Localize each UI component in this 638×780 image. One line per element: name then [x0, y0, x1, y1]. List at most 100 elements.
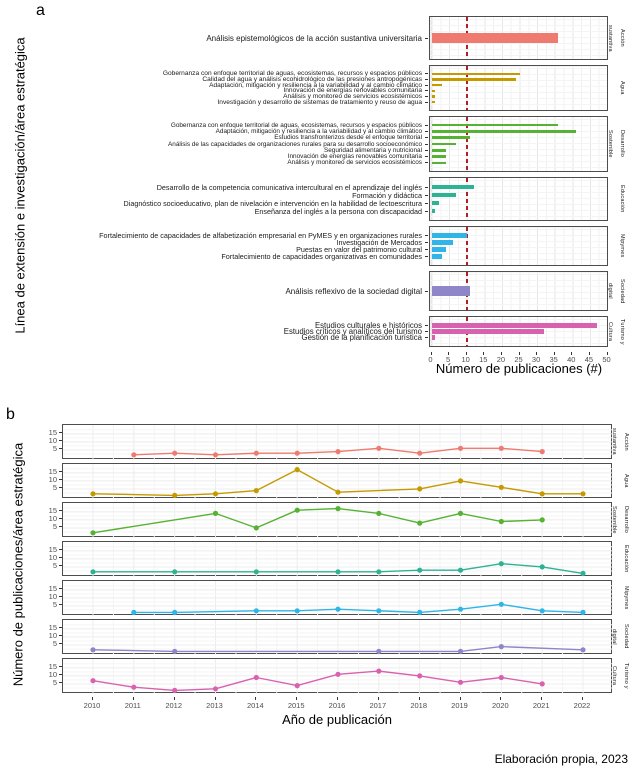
data-point: [539, 564, 545, 570]
axis-tick-label: 2014: [246, 701, 264, 710]
bar-label: Puestas en valor del patrimonio cultural: [296, 245, 422, 254]
plot-panel: [62, 619, 613, 655]
axis-tick: [425, 242, 428, 243]
bar-label: Seguridad alimentaria y nutricional: [323, 146, 422, 154]
bar-label: Diagnóstico socioeducativo, plan de nive…: [123, 198, 422, 208]
data-point: [498, 484, 504, 490]
axis-tick: [377, 697, 379, 700]
data-point: [294, 507, 300, 513]
bar-facet: Análisis reflexivo de la sociedad digita…: [60, 271, 628, 311]
axis-tick-label: 50: [602, 355, 611, 364]
facet-strip-label: Desarrollo Sostenible: [611, 505, 629, 534]
data-point: [498, 674, 504, 681]
axis-tick-label: 2015: [287, 701, 305, 710]
bar-label: Calidad del agua y análisis ecohidrológi…: [202, 76, 422, 83]
axis-tick-label: 2010: [83, 701, 101, 710]
data-point: [580, 647, 586, 653]
axis-tick-label: 15: [48, 544, 57, 554]
line-facet: 5 10 15 Mipymes: [49, 580, 629, 616]
facet-strip-label: Agua: [619, 81, 625, 95]
bar: [431, 72, 520, 76]
panel-a-facets: Análisis epistemológicos de la acción su…: [60, 16, 628, 366]
bar: [431, 161, 446, 165]
data-point: [90, 647, 96, 653]
axis-tick-label: 5: [52, 482, 57, 492]
bar-label: Innovación de energías renovables comuni…: [287, 153, 422, 161]
data-point: [253, 488, 259, 494]
axis-tick-label: 35: [549, 355, 558, 364]
line-facet: 5 10 15 Educación: [49, 541, 629, 577]
data-point: [253, 608, 259, 614]
data-point: [172, 648, 178, 654]
panel-b-x-axis: 2010 2011 2012 2013 2014 2015 2016 2017 2018 2019…: [62, 697, 628, 713]
axis-tick: [59, 487, 62, 489]
line-chart: [63, 464, 613, 499]
axis-tick: [418, 697, 420, 700]
axis-tick: [425, 96, 428, 97]
axis-tick: [425, 143, 428, 145]
data-point: [131, 452, 137, 458]
bar: [431, 208, 435, 214]
data-point: [294, 450, 300, 456]
bar-label: Desarrollo de la competencia comunicativ…: [156, 182, 422, 192]
data-point: [172, 687, 178, 693]
axis-tick: [296, 697, 298, 700]
plot-panel: [62, 463, 613, 499]
axis-tick-label: 2018: [410, 701, 428, 710]
bar-label: Adaptación, mitigación y resiliencia a l…: [209, 81, 422, 89]
reference-line: [465, 227, 468, 265]
axis-tick-label: 15: [48, 427, 57, 437]
bar: [431, 136, 471, 139]
bar: [431, 33, 559, 43]
data-point: [539, 608, 545, 614]
plot-panel: [429, 226, 608, 266]
data-point: [90, 569, 96, 575]
axis-tick: [59, 448, 62, 450]
bar-label: Gobernanza con enfoque territorial de ag…: [170, 121, 422, 129]
data-point: [172, 569, 178, 575]
data-point: [212, 491, 219, 497]
bar: [431, 142, 457, 146]
data-point: [580, 491, 586, 497]
axis-tick: [425, 210, 428, 212]
panel-b-y-axis-label: Número de publicaciones/área estratégica: [10, 442, 26, 687]
axis-tick: [425, 290, 428, 292]
axis-tick-label: 2021: [532, 701, 550, 710]
axis-tick: [553, 352, 555, 355]
line-facet: 5 10 15 Sociedad digital: [49, 619, 629, 655]
bar: [431, 192, 457, 198]
axis-tick-label: 10: [461, 355, 470, 364]
bar: [431, 322, 597, 328]
axis-tick: [459, 697, 461, 700]
data-point: [212, 510, 219, 516]
bar: [431, 286, 471, 296]
data-point: [172, 450, 178, 456]
axis-tick-label: 10: [48, 630, 57, 640]
bar: [431, 130, 576, 133]
axis-tick: [59, 588, 62, 590]
bar-facet: Desarrollo de la competencia comunicativ…: [60, 177, 628, 221]
axis-tick: [425, 84, 428, 86]
data-point: [539, 491, 545, 497]
data-point: [335, 569, 341, 575]
axis-tick: [425, 37, 428, 39]
axis-tick-label: 2011: [124, 701, 141, 710]
axis-tick: [59, 518, 62, 520]
axis-tick: [425, 256, 428, 257]
facet-strip-label: Agua: [623, 473, 629, 488]
data-point: [498, 561, 504, 567]
axis-tick: [425, 149, 428, 151]
axis-tick: [59, 666, 62, 668]
axis-tick-label: 5: [52, 521, 57, 531]
axis-tick-label: 2022: [573, 701, 591, 710]
data-point: [376, 445, 382, 451]
axis-tick: [92, 697, 93, 700]
axis-tick-label: 15: [479, 355, 488, 364]
axis-tick-label: 15: [48, 661, 57, 671]
axis-tick: [425, 249, 428, 250]
axis-tick: [59, 643, 62, 645]
line-chart: [63, 620, 613, 655]
trend-line: [92, 507, 543, 534]
axis-tick: [536, 352, 538, 355]
axis-tick: [425, 124, 428, 126]
